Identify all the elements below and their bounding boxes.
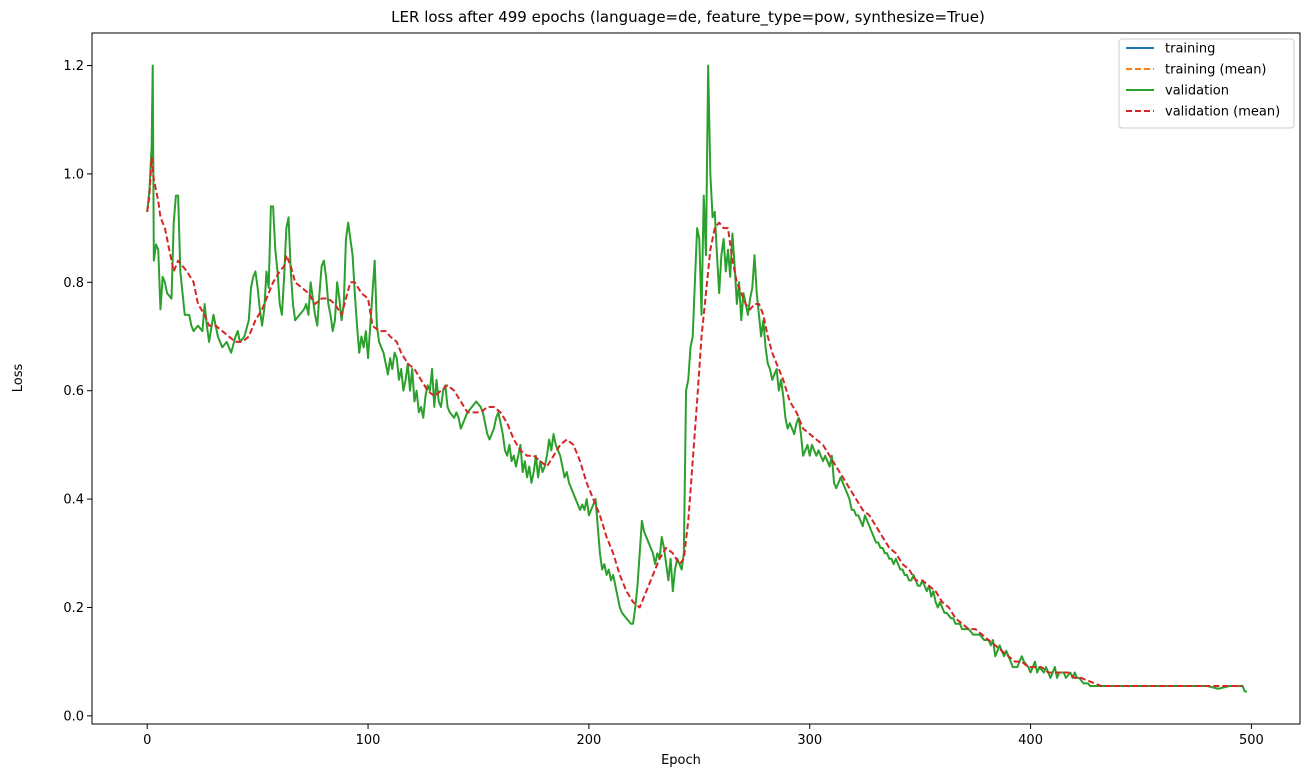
chart-title: LER loss after 499 epochs (language=de, … — [391, 8, 985, 27]
y-tick-label: 0.4 — [63, 493, 84, 508]
series-layer — [146, 64, 1247, 693]
x-axis-ticks: 0 100 200 300 400 500 — [143, 724, 1264, 748]
y-tick-label: 0.0 — [63, 709, 84, 724]
y-axis-label: Loss — [11, 364, 26, 393]
legend-label: validation — [1165, 84, 1229, 99]
x-tick-label: 500 — [1239, 733, 1264, 748]
x-tick-label: 200 — [576, 733, 601, 748]
plot-area — [91, 32, 1301, 725]
y-tick-label: 0.2 — [63, 601, 84, 616]
legend-label: training — [1165, 42, 1215, 57]
legend-label: validation (mean) — [1165, 105, 1280, 120]
legend-label: training (mean) — [1165, 63, 1267, 78]
x-tick-label: 400 — [1018, 733, 1043, 748]
x-tick-label: 0 — [143, 733, 151, 748]
series-line-validation-mean — [146, 156, 1243, 688]
legend: training training (mean) validation validat… — [1118, 38, 1295, 129]
y-axis-ticks: 0.0 0.2 0.4 0.6 0.8 1.0 1.2 — [63, 59, 92, 724]
y-tick-label: 0.6 — [63, 384, 84, 399]
x-axis-label: Epoch — [661, 753, 701, 768]
y-tick-label: 0.8 — [63, 276, 84, 291]
x-tick-label: 300 — [797, 733, 822, 748]
y-tick-label: 1.0 — [63, 167, 84, 182]
x-tick-label: 100 — [356, 733, 381, 748]
legend-box — [1118, 38, 1295, 129]
y-tick-label: 1.2 — [63, 59, 84, 74]
